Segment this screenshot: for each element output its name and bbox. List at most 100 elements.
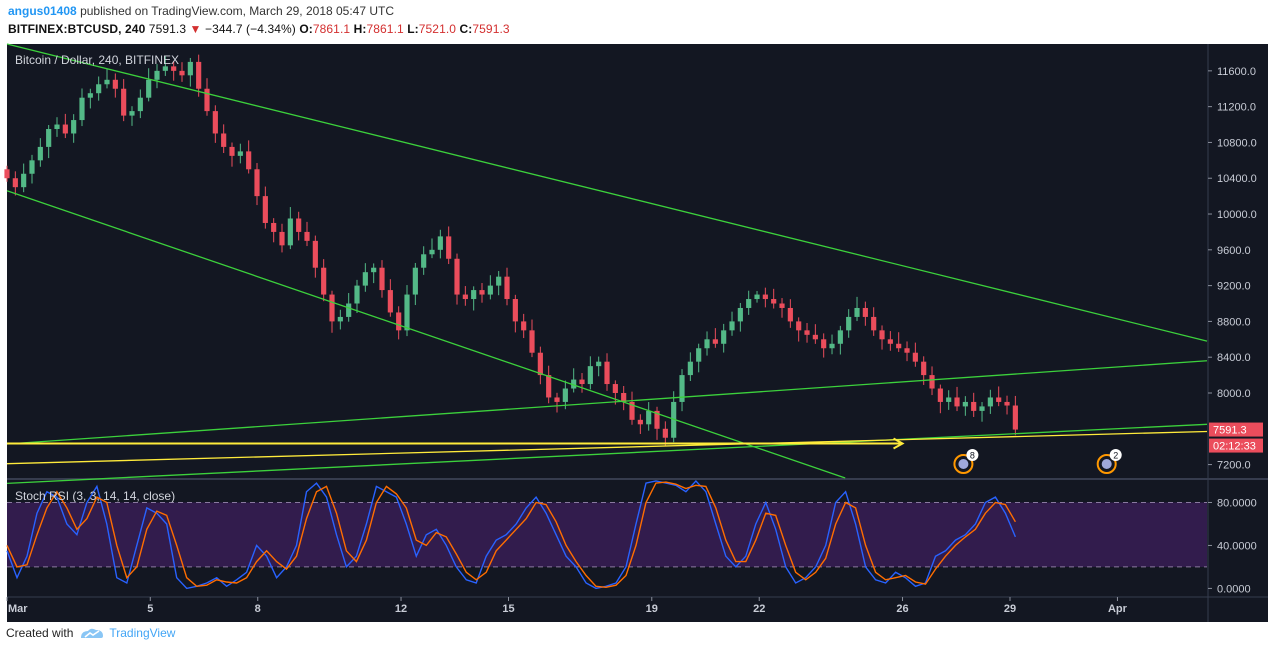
event-count-label: 8 [970,451,975,461]
open-value: 7861.1 [312,22,351,36]
candle-body [4,169,10,179]
footer: Created with TradingView [6,626,175,640]
candle-body [912,352,918,362]
candle-body [121,88,127,116]
time-tick-label: 22 [753,603,765,615]
candle-body [37,146,43,161]
candle-body [129,111,135,116]
candle-body [721,330,727,344]
candle-body [321,267,327,295]
open-label: O: [299,22,313,36]
candle-body [837,330,843,344]
candle-body [346,303,352,317]
candle-body [296,218,302,232]
trendline [6,190,846,479]
time-tick-label: 5 [147,603,153,615]
candle-body [246,151,252,170]
candle-body [429,249,435,255]
high-label: H: [353,22,367,36]
candle-body [637,419,643,425]
high-value: 7861.1 [366,22,404,36]
candle-body [487,285,493,295]
candle-body [412,267,418,295]
candle-body [396,312,402,331]
trendline [6,423,1208,485]
candle-body [171,66,177,71]
price-tick-label: 9200.0 [1217,281,1251,293]
candle-body [254,169,260,197]
candle-body [771,299,777,304]
author-link[interactable]: angus01408 [8,4,77,18]
stoch-d-line [6,481,1017,589]
candle-body [12,178,18,188]
published-text: published on TradingView.com, March 29, … [80,4,395,18]
candle-body [462,294,468,300]
candle-body [787,307,793,322]
tradingview-brand-text: TradingView [109,626,176,640]
tradingview-link[interactable]: TradingView [79,626,175,640]
candle-body [496,276,502,286]
candle-body [1004,401,1010,406]
created-with-label: Created with [6,626,74,640]
candle-body [287,218,293,246]
candle-body [904,348,910,353]
candle-body [529,330,535,353]
time-tick-label: Mar [8,603,28,615]
candle-body [262,196,268,223]
candle-body [371,267,377,273]
publish-info: angus01408 published on TradingView.com,… [8,4,394,18]
candle-body [621,392,627,402]
candle-body [571,379,577,389]
price-change: −344.7 (−4.34%) [204,22,296,36]
main-pane-title: Bitcoin / Dollar, 240, BITFINEX [15,53,179,67]
candle-body [762,294,768,300]
candle-body [929,375,935,389]
candle-body [537,352,543,376]
time-tick-label: 19 [646,603,658,615]
candle-body [187,61,193,76]
candle-body [937,388,943,402]
candle-body [971,401,977,411]
candle-body [554,397,560,402]
candle-body [204,88,210,112]
time-axis-background [7,597,1268,622]
last-price-label: 7591.3 [1213,425,1247,437]
low-value: 7521.0 [418,22,457,36]
candle-body [29,160,35,174]
candle-body [604,361,610,385]
candle-body [946,397,952,402]
candle-body [479,290,485,295]
candle-body [646,410,652,425]
candle-body [1012,405,1018,430]
candle-body [329,294,335,322]
candle-body [221,133,227,147]
price-tick-label: 10000.0 [1217,209,1257,221]
candle-body [79,97,85,121]
candle-body [979,406,985,411]
stoch-pane-title: Stoch RSI (3, 3, 14, 14, close) [15,489,175,503]
candle-body [996,397,1002,402]
time-tick-label: 8 [255,603,261,615]
candle-body [471,290,477,300]
candle-body [812,334,818,340]
time-tick-label: Apr [1108,603,1128,615]
candle-body [521,321,527,331]
countdown-badge [1209,438,1263,453]
price-tick-label: 7200.0 [1217,460,1251,472]
candle-body [504,276,510,300]
last-price: 7591.3 [148,22,187,36]
close-label: C: [459,22,473,36]
candle-body [854,307,860,317]
candle-body [312,240,318,268]
time-tick-label: 12 [395,603,407,615]
candle-body [154,70,160,80]
candle-body [279,231,285,246]
candle-body [46,129,52,147]
candle-body [887,339,893,344]
candle-body [746,299,752,308]
candle-body [779,303,785,308]
candle-body [562,388,568,402]
candle-body [587,366,593,385]
chart-canvas[interactable]: 11600.0 11200.0 10800.0 10400.0 10000.0 9600.… [0,40,1268,622]
candle-body [654,410,660,429]
